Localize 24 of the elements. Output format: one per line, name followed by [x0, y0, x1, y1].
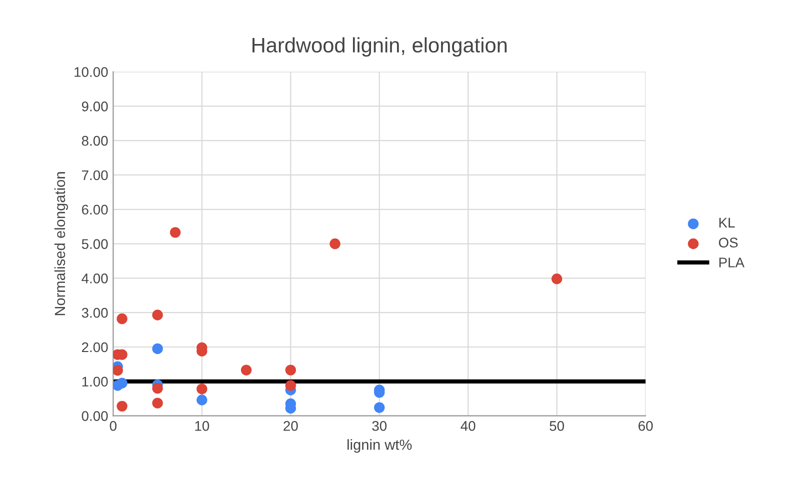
y-tick-label: 4.00: [82, 274, 108, 284]
y-tick-label: 3.00: [82, 308, 108, 318]
y-tick-label: 10.00: [74, 67, 108, 77]
chart-title: Hardwood lignin, elongation: [252, 37, 507, 57]
x-axis-title: lignin wt%: [348, 439, 412, 453]
x-tick-label: 30: [372, 421, 387, 431]
x-tick-label: 60: [638, 421, 653, 431]
x-tick-label: 20: [284, 421, 298, 431]
legend-label: PLA: [719, 258, 744, 268]
legend-label: OS: [718, 238, 738, 248]
y-tick-label: 6.00: [82, 204, 108, 215]
y-tick-label: 5.00: [82, 239, 108, 249]
x-tick-label: 0: [110, 421, 116, 431]
y-tick-label: 0.00: [82, 411, 108, 421]
x-tick-label: 10: [195, 421, 210, 431]
y-tick-label: 8.00: [82, 136, 108, 146]
x-tick-label: 50: [550, 421, 564, 431]
legend-label: KL: [719, 218, 735, 228]
y-tick-label: 7.00: [82, 170, 108, 180]
y-axis-title: Normalised elongation: [54, 172, 68, 316]
x-tick-label: 40: [460, 421, 476, 431]
y-tick-label: 1.00: [82, 376, 108, 387]
y-tick-label: 2.00: [82, 342, 108, 352]
y-tick-label: 9.00: [82, 102, 108, 112]
